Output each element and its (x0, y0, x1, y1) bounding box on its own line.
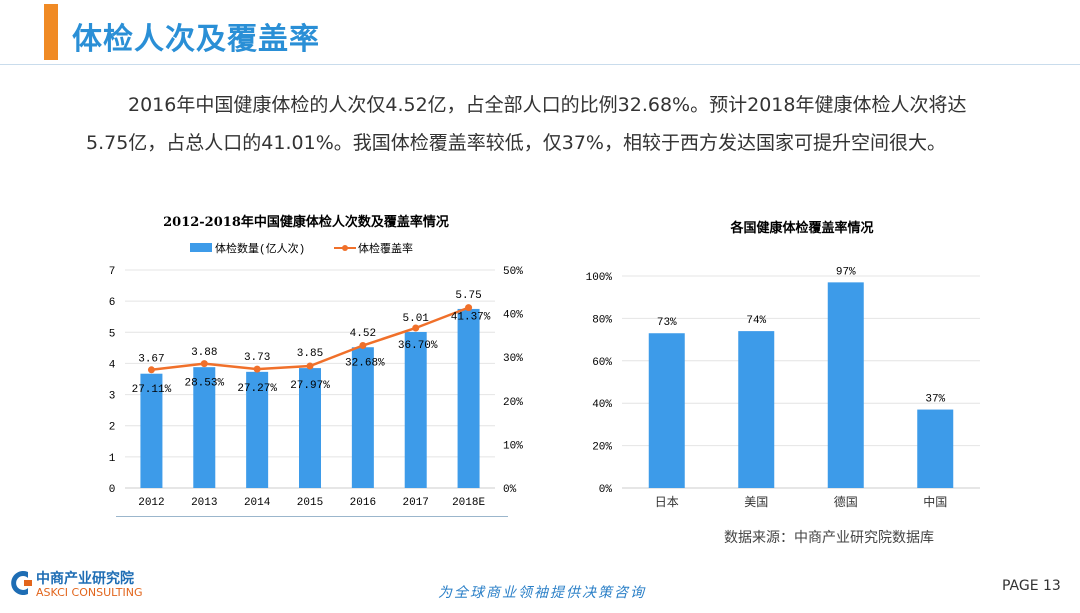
y-tick-label: 3 (109, 391, 116, 403)
legend-line-marker (342, 245, 348, 251)
line-point (147, 366, 155, 374)
y-tick-label: 4 (109, 359, 116, 371)
y-tick-label: 7 (109, 266, 116, 278)
x-tick-label: 2016 (350, 497, 376, 509)
summary-paragraph: 2016年中国健康体检的人次仅4.52亿，占全部人口的比例32.68%。预计20… (86, 94, 967, 154)
bar-value-label: 3.73 (244, 352, 270, 364)
x-tick-label: 中国 (923, 494, 947, 509)
chart-title: 各国健康体检覆盖率情况 (729, 220, 873, 236)
y-tick-label: 40% (592, 399, 612, 411)
y2-tick-label: 40% (503, 310, 523, 322)
y-tick-label: 60% (592, 357, 612, 369)
y-tick-label: 2 (109, 422, 116, 434)
x-tick-label: 2012 (138, 497, 164, 509)
bar (299, 368, 321, 488)
bar (917, 409, 954, 488)
x-tick-label: 美国 (744, 495, 768, 509)
line-value-label: 27.27% (237, 383, 277, 395)
bar-value-label: 3.85 (297, 348, 323, 360)
y2-tick-label: 10% (503, 440, 523, 452)
line-value-label: 41.37% (451, 312, 491, 324)
y2-tick-label: 0% (503, 484, 517, 496)
bar (351, 347, 374, 488)
logo-text-cn: 中商产业研究院 (36, 571, 134, 587)
y2-tick-label: 30% (503, 353, 523, 365)
bar (738, 331, 775, 488)
chart-title: 2012-2018年中国健康体检人次数及覆盖率情况 (163, 214, 449, 230)
y-tick-label: 80% (592, 314, 612, 326)
y-tick-label: 0% (599, 484, 613, 496)
x-tick-label: 2017 (403, 497, 429, 509)
line-point (359, 342, 367, 350)
line-point (253, 365, 261, 373)
bar (457, 308, 480, 488)
askci-logo-icon (11, 571, 32, 595)
header-divider (0, 64, 1080, 65)
bar (140, 373, 163, 488)
line-value-label: 27.97% (290, 380, 330, 392)
y2-tick-label: 20% (503, 397, 523, 409)
line-point (465, 304, 473, 312)
bar-value-label: 4.52 (350, 328, 376, 340)
x-tick-label: 日本 (655, 495, 679, 509)
y-tick-label: 100% (586, 272, 613, 284)
bar-value-label: 3.67 (138, 354, 164, 366)
y2-tick-label: 50% (503, 266, 523, 278)
page-title: 体检人次及覆盖率 (72, 22, 320, 57)
bar (193, 367, 216, 488)
bar-value-label: 37% (925, 394, 945, 406)
line-value-label: 32.68% (345, 358, 385, 370)
slogan: 为全球商业领袖提供决策咨询 (438, 585, 646, 601)
legend-bar-swatch (190, 243, 212, 252)
y-tick-label: 20% (592, 442, 612, 454)
bar-value-label: 73% (657, 317, 677, 329)
y-tick-label: 0 (109, 484, 116, 496)
bar-value-label: 97% (836, 266, 856, 278)
logo-text-en: ASKCI CONSULTING (36, 586, 143, 599)
bar-value-label: 5.75 (455, 290, 481, 302)
legend-line-label: 体检覆盖率 (358, 241, 413, 256)
page-number: PAGE 13 (1002, 578, 1061, 594)
line-point (412, 324, 420, 332)
bar (246, 371, 269, 488)
chart-country-coverage: 各国健康体检覆盖率情况 0% 20% 40% 60% 80% 100% 73% 日本 74% 美国 9… (586, 220, 980, 509)
bar (827, 282, 864, 488)
bar-value-label: 3.88 (191, 347, 217, 359)
x-tick-label: 2014 (244, 497, 271, 509)
line-point (306, 362, 314, 370)
y-tick-label: 5 (109, 328, 116, 340)
y-tick-label: 1 (109, 453, 116, 465)
x-tick-label: 2015 (297, 497, 323, 509)
y-tick-label: 6 (109, 297, 116, 309)
legend-bar-label: 体检数量(亿人次) (215, 241, 305, 256)
line-value-label: 28.53% (184, 378, 224, 390)
bar-value-label: 5.01 (403, 313, 430, 325)
title-accent-bar (44, 4, 58, 60)
data-source: 数据来源：中商产业研究院数据库 (724, 530, 934, 546)
bar (648, 333, 685, 488)
line-value-label: 36.70% (398, 340, 438, 352)
x-tick-label: 2013 (191, 497, 217, 509)
chart-divider (116, 516, 508, 517)
line-point (200, 360, 208, 368)
x-tick-label: 2018E (452, 497, 485, 509)
line-value-label: 27.11% (132, 384, 172, 396)
bar (404, 331, 427, 488)
bar-value-label: 74% (746, 315, 766, 327)
x-tick-label: 德国 (834, 494, 858, 509)
